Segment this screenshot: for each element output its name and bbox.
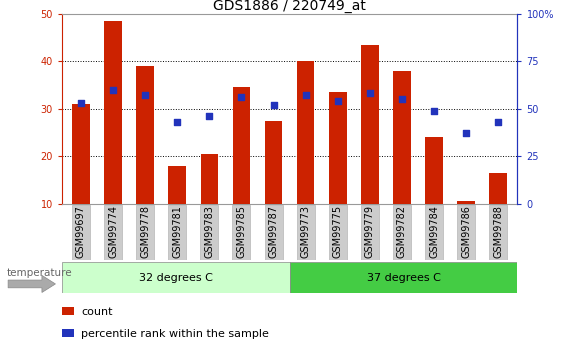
Text: GSM99787: GSM99787 [269, 205, 279, 258]
Bar [329, 92, 346, 204]
Text: GSM99786: GSM99786 [461, 205, 471, 258]
Bar [62, 329, 75, 337]
Bar [62, 307, 75, 315]
Bar [72, 104, 90, 204]
FancyBboxPatch shape [457, 205, 475, 260]
Bar [393, 71, 411, 204]
Text: GSM99774: GSM99774 [108, 205, 118, 258]
FancyBboxPatch shape [296, 205, 315, 260]
Bar [201, 154, 218, 204]
FancyArrow shape [8, 275, 55, 293]
Point [76, 100, 86, 106]
Text: 37 degrees C: 37 degrees C [366, 273, 440, 283]
Point [429, 108, 439, 113]
Bar [62, 262, 290, 293]
Text: GSM99773: GSM99773 [300, 205, 310, 258]
FancyBboxPatch shape [72, 205, 90, 260]
Point [141, 93, 150, 98]
Text: GSM99781: GSM99781 [172, 205, 182, 258]
Bar [361, 45, 379, 204]
Text: GSM99784: GSM99784 [429, 205, 439, 258]
Text: GSM99783: GSM99783 [205, 205, 215, 258]
Text: GSM99788: GSM99788 [493, 205, 503, 258]
Text: percentile rank within the sample: percentile rank within the sample [81, 329, 269, 339]
Point [269, 102, 278, 108]
Bar [457, 201, 475, 204]
Bar [104, 21, 122, 204]
Point [462, 131, 471, 136]
Bar [425, 137, 443, 204]
Point [172, 119, 182, 125]
FancyBboxPatch shape [104, 205, 122, 260]
Text: GSM99775: GSM99775 [333, 205, 343, 258]
FancyBboxPatch shape [136, 205, 154, 260]
FancyBboxPatch shape [361, 205, 379, 260]
Text: GSM99782: GSM99782 [397, 205, 407, 258]
Bar [136, 66, 154, 204]
Point [333, 98, 342, 104]
Text: 32 degrees C: 32 degrees C [139, 273, 213, 283]
Point [365, 91, 375, 96]
FancyBboxPatch shape [232, 205, 250, 260]
Text: temperature: temperature [6, 268, 72, 278]
Text: GSM99697: GSM99697 [76, 205, 86, 258]
Title: GDS1886 / 220749_at: GDS1886 / 220749_at [213, 0, 366, 13]
Text: count: count [81, 306, 112, 316]
Point [397, 96, 407, 102]
Text: GSM99779: GSM99779 [365, 205, 375, 258]
Bar [233, 87, 250, 204]
Text: GSM99778: GSM99778 [140, 205, 150, 258]
Bar [265, 120, 282, 204]
Point [493, 119, 503, 125]
Bar [489, 173, 507, 204]
Point [237, 95, 246, 100]
Point [301, 93, 310, 98]
FancyBboxPatch shape [393, 205, 411, 260]
FancyBboxPatch shape [425, 205, 443, 260]
Point [205, 114, 214, 119]
Text: GSM99785: GSM99785 [236, 205, 246, 258]
FancyBboxPatch shape [168, 205, 186, 260]
Point [108, 87, 118, 92]
FancyBboxPatch shape [265, 205, 283, 260]
FancyBboxPatch shape [329, 205, 347, 260]
Bar [297, 61, 315, 204]
FancyBboxPatch shape [201, 205, 218, 260]
Bar [290, 262, 517, 293]
FancyBboxPatch shape [489, 205, 507, 260]
Bar [168, 166, 186, 204]
